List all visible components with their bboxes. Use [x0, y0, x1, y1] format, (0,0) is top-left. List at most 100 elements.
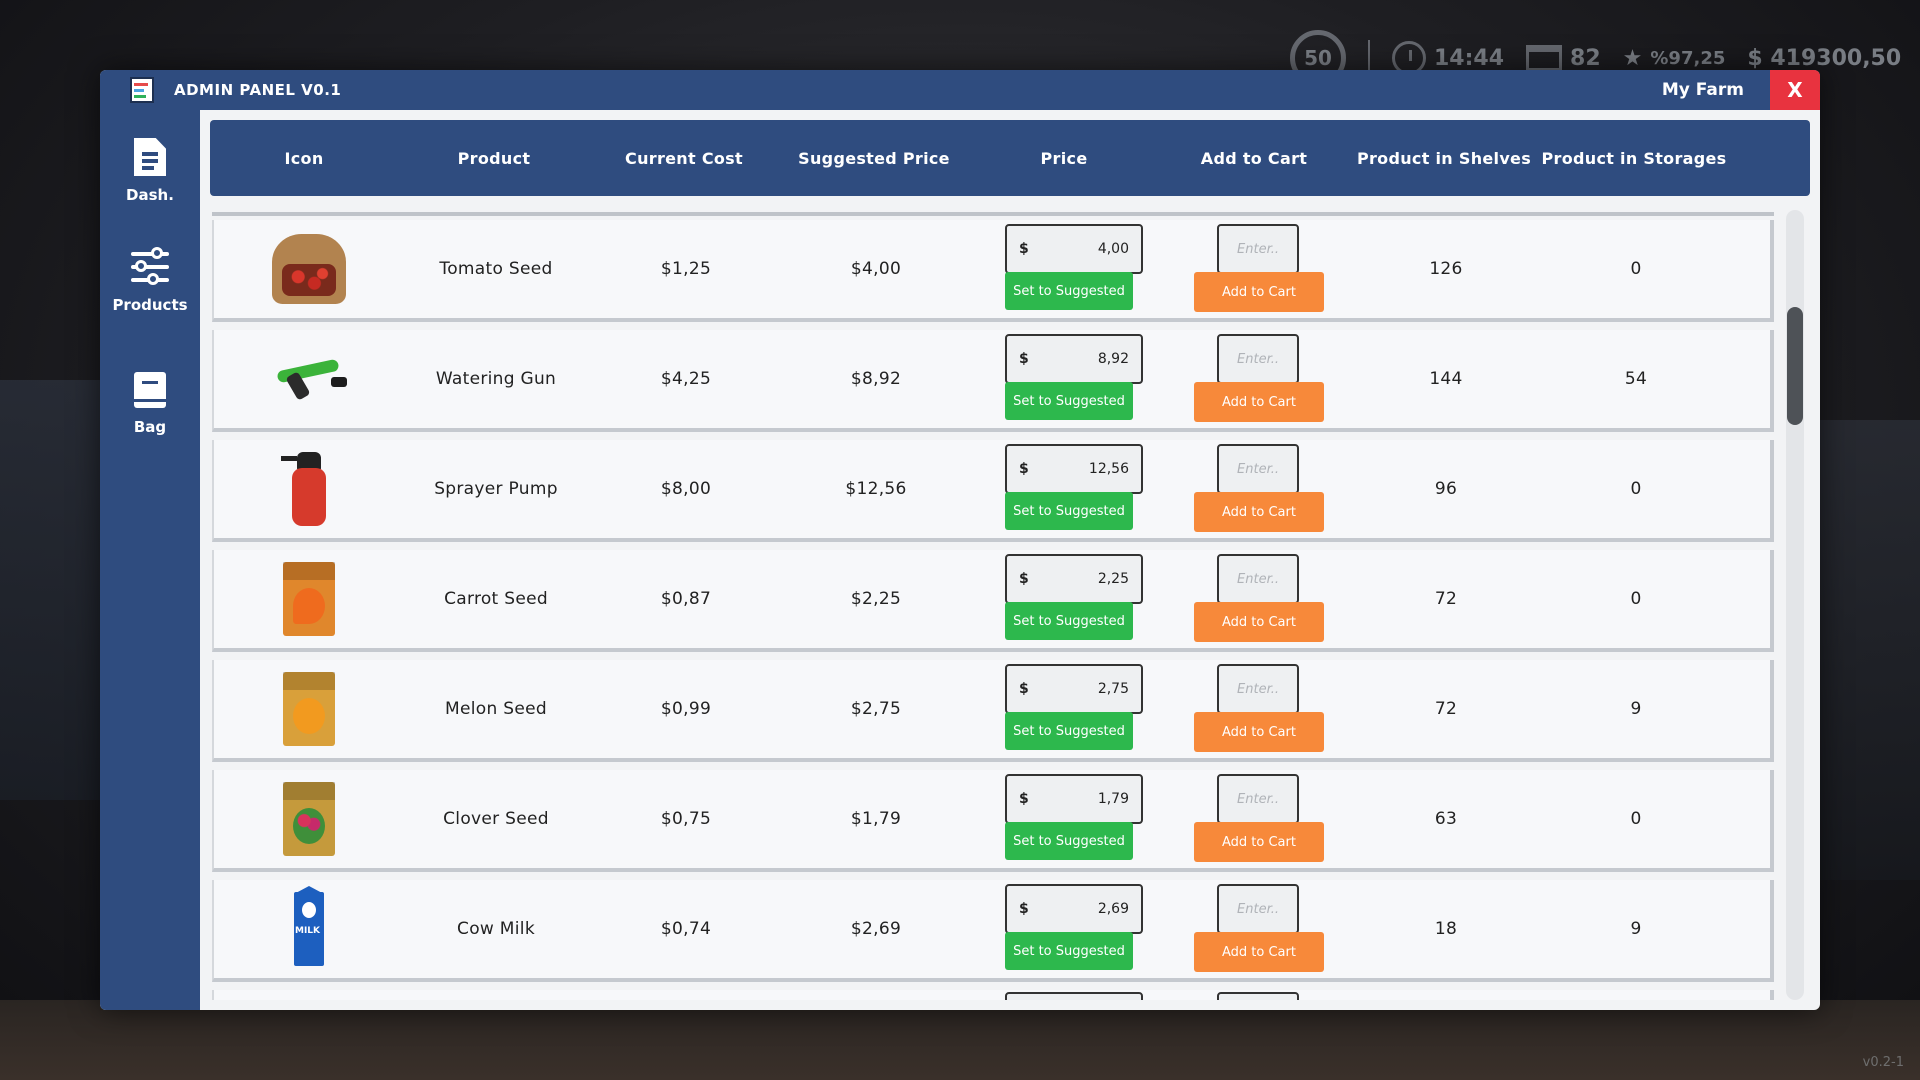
calendar-icon — [1526, 45, 1563, 71]
window-title: ADMIN PANEL V0.1 — [174, 81, 342, 99]
sidebar-item-dash[interactable]: Dash. — [100, 138, 200, 238]
storages-count: 0 — [1630, 479, 1642, 499]
table-row: Melon Seed $0,99 $2,75 $2,75 Set to Sugg… — [212, 660, 1774, 762]
price-input[interactable]: $1,79 — [1005, 774, 1143, 824]
shelves-count: 72 — [1434, 589, 1458, 609]
suggested-price: $8,92 — [850, 369, 902, 389]
sliders-icon — [131, 247, 169, 286]
quantity-input[interactable] — [1217, 444, 1299, 494]
quantity-input[interactable] — [1217, 334, 1299, 384]
level-value: 50 — [1304, 46, 1332, 70]
list-top-edge — [212, 210, 1774, 216]
table-row: Sprayer Pump $8,00 $12,56 $12,56 Set to … — [212, 440, 1774, 542]
current-cost: $8,00 — [660, 479, 712, 499]
product-name: Cow Milk — [457, 919, 535, 939]
sidebar-item-label: Dash. — [126, 186, 174, 204]
add-to-cart-button[interactable]: Add to Cart — [1194, 602, 1324, 642]
book-icon — [134, 372, 166, 408]
set-to-suggested-button[interactable]: Set to Suggested — [1005, 932, 1133, 970]
table-row: Watering Gun $4,25 $8,92 $8,92 Set to Su… — [212, 330, 1774, 432]
storages-count: 0 — [1630, 809, 1642, 829]
sidebar-item-label: Products — [112, 296, 188, 314]
admin-panel-window: ADMIN PANEL V0.1 My Farm X Dash. Product… — [100, 70, 1820, 1010]
header-add-to-cart: Add to Cart — [1200, 148, 1308, 168]
shelves-count: 144 — [1429, 369, 1463, 389]
hud-money: $ 419300,50 — [1747, 46, 1901, 71]
scrollbar-thumb[interactable] — [1787, 307, 1803, 425]
quantity-input[interactable] — [1217, 664, 1299, 714]
set-to-suggested-button[interactable]: Set to Suggested — [1005, 492, 1133, 530]
product-list: Tomato Seed $1,25 $4,00 $4,00 Set to Sug… — [210, 210, 1776, 1000]
suggested-price: $12,56 — [845, 479, 907, 499]
table-header: Icon Product Current Cost Suggested Pric… — [210, 120, 1810, 196]
table-row: MILK Cow Milk $0,74 $2,69 $2,69 Set to S… — [212, 880, 1774, 982]
quantity-input[interactable] — [1217, 884, 1299, 934]
product-name: Watering Gun — [435, 369, 557, 389]
money-value: $ 419300,50 — [1747, 45, 1902, 71]
current-cost: $0,74 — [660, 919, 712, 939]
sidebar: Dash. Products Bag — [100, 110, 200, 1010]
suggested-price: $2,69 — [850, 919, 902, 939]
add-to-cart-button[interactable]: Add to Cart — [1194, 932, 1324, 972]
shelves-count: 72 — [1434, 699, 1458, 719]
farm-name: My Farm — [1661, 80, 1744, 100]
product-name: Carrot Seed — [444, 589, 548, 609]
hud-rating: ★ %97,25 — [1623, 46, 1726, 71]
table-row: Carrot Seed $0,87 $2,25 $2,25 Set to Sug… — [212, 550, 1774, 652]
quantity-input-partial[interactable] — [1217, 992, 1299, 1000]
quantity-input[interactable] — [1217, 554, 1299, 604]
hud-day: 82 — [1526, 45, 1601, 71]
add-to-cart-button[interactable]: Add to Cart — [1194, 822, 1324, 862]
set-to-suggested-button[interactable]: Set to Suggested — [1005, 602, 1133, 640]
document-icon — [134, 138, 166, 176]
storages-count: 9 — [1630, 919, 1642, 939]
quantity-input[interactable] — [1217, 774, 1299, 824]
sprayer-pump-icon — [281, 452, 329, 526]
add-to-cart-button[interactable]: Add to Cart — [1194, 382, 1324, 422]
suggested-price: $2,75 — [850, 699, 902, 719]
storages-count: 54 — [1624, 369, 1648, 389]
product-name: Sprayer Pump — [434, 479, 558, 499]
price-input[interactable]: $12,56 — [1005, 444, 1143, 494]
table-row-partial — [212, 990, 1774, 1000]
sidebar-item-bag[interactable]: Bag — [100, 372, 200, 472]
price-input[interactable]: $2,25 — [1005, 554, 1143, 604]
price-input[interactable]: $2,69 — [1005, 884, 1143, 934]
product-icon-cell — [259, 550, 359, 648]
suggested-price: $1,79 — [850, 809, 902, 829]
price-input-partial[interactable] — [1005, 992, 1143, 1000]
tomato-seed-sack-icon — [272, 234, 346, 304]
melon-seed-packet-icon — [283, 672, 335, 746]
product-name: Tomato Seed — [439, 259, 553, 279]
product-icon-cell — [259, 330, 359, 428]
current-cost: $0,99 — [660, 699, 712, 719]
product-icon-cell — [259, 770, 359, 868]
add-to-cart-button[interactable]: Add to Cart — [1194, 712, 1324, 752]
price-input[interactable]: $8,92 — [1005, 334, 1143, 384]
sidebar-item-products[interactable]: Products — [100, 247, 200, 348]
set-to-suggested-button[interactable]: Set to Suggested — [1005, 712, 1133, 750]
version-label: v0.2-1 — [1862, 1055, 1904, 1070]
set-to-suggested-button[interactable]: Set to Suggested — [1005, 272, 1133, 310]
price-input[interactable]: $2,75 — [1005, 664, 1143, 714]
add-to-cart-button[interactable]: Add to Cart — [1194, 272, 1324, 312]
product-icon-cell: MILK — [259, 880, 359, 978]
set-to-suggested-button[interactable]: Set to Suggested — [1005, 382, 1133, 420]
milk-carton-icon: MILK — [294, 892, 324, 966]
star-icon: ★ — [1622, 45, 1643, 71]
quantity-input[interactable] — [1217, 224, 1299, 274]
price-input[interactable]: $4,00 — [1005, 224, 1143, 274]
table-row: Tomato Seed $1,25 $4,00 $4,00 Set to Sug… — [212, 220, 1774, 322]
admin-panel-icon — [126, 75, 158, 105]
product-name: Clover Seed — [443, 809, 549, 829]
header-suggested-price: Suggested Price — [798, 148, 950, 168]
shelves-count: 126 — [1429, 259, 1463, 279]
header-product-in-storages: Product in Storages — [1541, 148, 1727, 168]
add-to-cart-button[interactable]: Add to Cart — [1194, 492, 1324, 532]
time-value: 14:44 — [1434, 45, 1505, 71]
header-product-in-shelves: Product in Shelves — [1356, 148, 1532, 168]
current-cost: $1,25 — [660, 259, 712, 279]
close-button[interactable]: X — [1770, 70, 1820, 110]
current-cost: $4,25 — [660, 369, 712, 389]
set-to-suggested-button[interactable]: Set to Suggested — [1005, 822, 1133, 860]
